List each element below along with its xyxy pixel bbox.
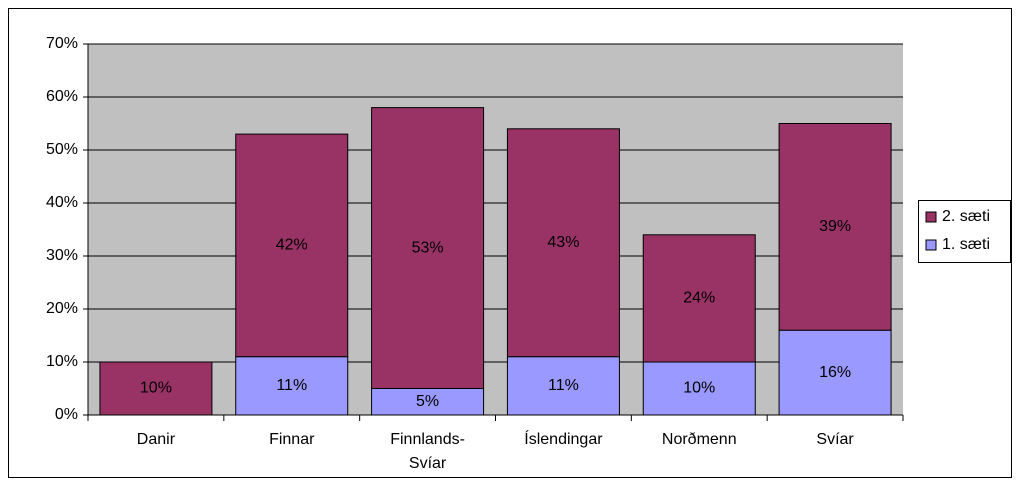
y-tick-label: 20% — [46, 300, 78, 317]
data-label: 43% — [547, 234, 579, 251]
y-tick-label: 50% — [46, 141, 78, 158]
x-tick-label: Danir — [136, 431, 176, 448]
legend-label: 1. sæti — [942, 236, 990, 253]
y-tick-label: 40% — [46, 194, 78, 211]
bar-segment — [371, 107, 485, 389]
bar-segment — [99, 361, 213, 416]
legend-swatch — [925, 239, 937, 251]
plot-area — [88, 44, 903, 415]
bar-segment — [642, 234, 756, 363]
data-label: 39% — [819, 218, 851, 235]
x-tick-label: Finnar — [269, 431, 315, 448]
y-tick-label: 60% — [46, 88, 78, 105]
x-tick-label: Norðmenn — [661, 431, 737, 448]
y-tick-label: 30% — [46, 247, 78, 264]
y-tick-label: 70% — [46, 35, 78, 52]
bar-segment — [371, 388, 485, 416]
x-tick-label: Svíar — [816, 431, 854, 448]
data-label: 11% — [548, 377, 579, 394]
bar-segment — [235, 356, 349, 416]
bar-segment — [506, 128, 620, 358]
legend-box — [918, 200, 1011, 263]
legend-swatch — [925, 211, 937, 223]
data-label: 53% — [412, 239, 444, 256]
data-label: 11% — [276, 377, 307, 394]
y-tick-label: 10% — [46, 353, 78, 370]
data-label: 10% — [140, 380, 172, 397]
bar-segment — [642, 361, 756, 416]
x-tick-label: Finnlands-Svíar — [390, 431, 465, 472]
data-label: 5% — [416, 393, 439, 410]
data-label: 16% — [819, 364, 851, 381]
bar-segment — [778, 329, 892, 416]
bar-segment — [778, 123, 892, 331]
data-label: 10% — [683, 380, 715, 397]
y-tick-label: 0% — [55, 406, 78, 423]
legend-label: 2. sæti — [942, 208, 990, 225]
bar-segment — [235, 133, 349, 358]
bar-segment — [506, 356, 620, 416]
data-label: 24% — [683, 290, 715, 307]
x-tick-label: Íslendingar — [524, 431, 603, 448]
data-label: 42% — [276, 237, 308, 254]
